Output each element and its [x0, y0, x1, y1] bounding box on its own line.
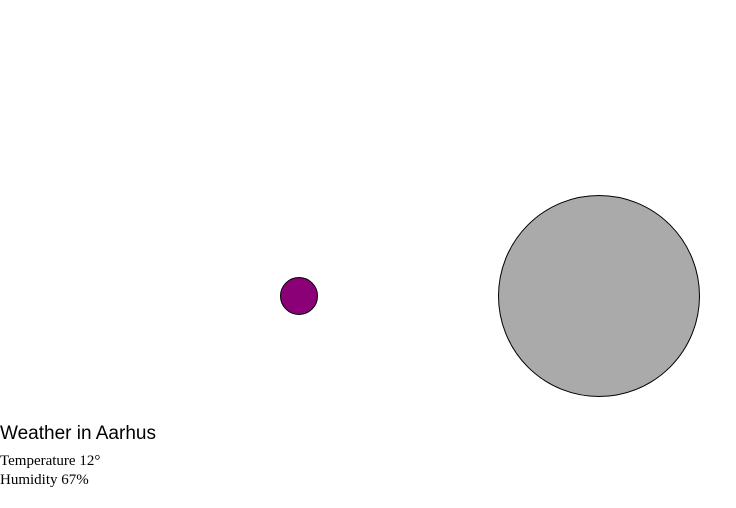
temperature-value: 12° [79, 453, 101, 469]
weather-info: Weather in Aarhus Temperature 12° Humidi… [0, 422, 156, 490]
humidity-label: Humidity [0, 472, 58, 488]
small-purple-circle [280, 277, 318, 315]
humidity-value: 67% [61, 472, 89, 488]
large-gray-circle [498, 195, 700, 397]
humidity-row: Humidity 67% [0, 471, 156, 490]
weather-graphic [280, 195, 700, 397]
temperature-label: Temperature [0, 453, 76, 469]
temperature-row: Temperature 12° [0, 452, 156, 471]
weather-title: Weather in Aarhus [0, 423, 156, 444]
